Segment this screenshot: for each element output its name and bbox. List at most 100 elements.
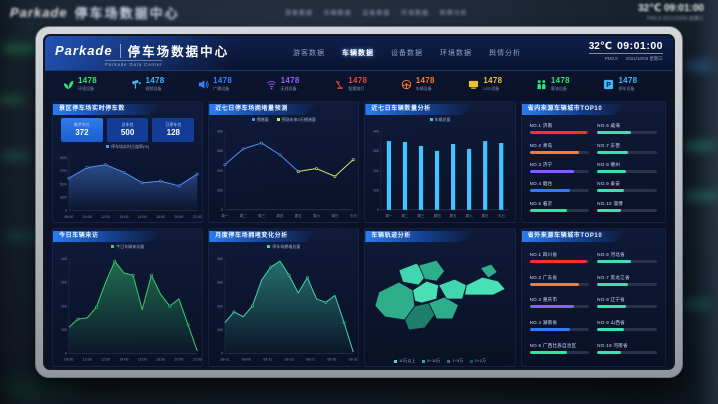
top10-label: NO.1 四川省	[529, 251, 558, 257]
svg-text:300: 300	[217, 281, 223, 285]
panel-today-visits: 今日车辆来访 今日车辆来访量 400 300 200 100 0 08:00 10:00 12…	[52, 228, 204, 367]
panel-vehicle-trajectory: 车辆轨迹分析	[364, 228, 516, 367]
stat-value: 1478	[415, 76, 435, 86]
svg-text:90%: 90%	[60, 156, 68, 160]
led-screen-icon	[469, 80, 479, 89]
panel-title: 车辆轨迹分析	[365, 231, 473, 242]
svg-text:18:00: 18:00	[156, 215, 165, 219]
svg-text:400: 400	[373, 130, 379, 134]
svg-text:100: 100	[217, 328, 223, 332]
svg-text:100: 100	[217, 188, 223, 192]
stat-label: 广播设备	[213, 85, 230, 91]
svg-text:周一: 周一	[386, 213, 394, 218]
top10-bar-track	[529, 351, 590, 355]
stat-value: 1478	[213, 76, 233, 86]
top10-label: NO.7 黑龙江省	[597, 274, 630, 280]
map-legend-item-0: 10万以上	[393, 358, 415, 364]
panel-realtime-parking: 景区停车场实时停车数 剩余车位 372 总车位 500 已停车位 128 停车场实时占道率…	[52, 101, 204, 223]
congestion-line-chart: 400 300 200 100 0周一 周二 周三 周四 周五 周六 周日 今日	[217, 130, 357, 219]
svg-text:周六: 周六	[466, 213, 474, 218]
legend-item: 预测未来3天拥堵量	[276, 117, 316, 123]
top10-bar-track	[597, 131, 657, 135]
top10-label: NO.10 河南省	[597, 343, 628, 349]
svg-text:08-06: 08-06	[242, 358, 251, 362]
device-stat-6: 1478 LED设备	[460, 77, 528, 91]
svg-text:周三: 周三	[258, 213, 266, 218]
legend-swatch	[111, 245, 115, 248]
top10-bar-fill	[529, 189, 571, 193]
top10-bar-fill	[597, 189, 624, 193]
top10-bar-fill	[597, 305, 626, 309]
nav-tab-3[interactable]: 环境数据	[440, 50, 472, 57]
top10-label: NO.7 东营	[597, 142, 621, 148]
nav-tab-0[interactable]: 游客数据	[293, 50, 325, 57]
stat-value: 1478	[145, 76, 165, 86]
top10-label: NO.2 青岛	[529, 142, 553, 148]
box-label: 剩余车位	[73, 122, 90, 128]
top10-bar-fill	[597, 131, 631, 135]
top-nav: 游客数据 车辆数据 设备数据 环境数据 舆情分析	[293, 48, 521, 58]
top10-item-0: NO.1 四川省	[529, 246, 590, 269]
top10-bar-track	[529, 328, 590, 332]
svg-text:300: 300	[217, 149, 223, 153]
top10-label: NO.5 广西壮族自治区	[529, 343, 577, 349]
nav-tab-4[interactable]: 舆情分析	[489, 50, 521, 57]
dashboard-header: Parkade 停车场数据中心 Parkade Data Center 游客数据…	[45, 36, 673, 71]
svg-text:50%: 50%	[60, 182, 68, 186]
top10-bar-fill	[597, 208, 622, 212]
svg-text:14:00: 14:00	[119, 358, 128, 362]
svg-text:10:00: 10:00	[83, 215, 92, 219]
top10-label: NO.9 泰安	[597, 181, 621, 187]
top10-item-9: NO.10 淄博	[597, 197, 657, 216]
svg-text:08:00: 08:00	[64, 358, 73, 362]
svg-text:08:00: 08:00	[64, 215, 73, 219]
top10-bar-fill	[529, 208, 567, 212]
map-legend-item-1: 5~10万	[422, 358, 440, 364]
backdrop-blob	[684, 142, 714, 150]
backdrop-nav: 游客数据 车辆数据 设备数据 环境数据 舆情分析	[285, 11, 468, 17]
steering-wheel-icon	[401, 79, 411, 89]
panel-top10-province: 省外来源车辆城市TOP10 NO.1 四川省 NO.2 广东省 NO.3 重庆市 NO…	[520, 228, 666, 367]
legend-item: 拥堵量	[251, 117, 269, 123]
backdrop-blob	[4, 44, 38, 53]
svg-text:今日: 今日	[350, 213, 357, 218]
top10-label: NO.10 淄博	[597, 200, 623, 206]
top10-item-7: NO.8 德州	[597, 158, 657, 177]
svg-text:周二: 周二	[240, 213, 248, 218]
page-subtitle: Parkade Data Center	[105, 60, 163, 67]
svg-text:14:00: 14:00	[119, 215, 128, 219]
box-value: 500	[120, 127, 135, 137]
box-label: 总车位	[121, 122, 134, 128]
nav-tab-2[interactable]: 设备数据	[391, 50, 423, 57]
legend-swatch	[105, 145, 109, 148]
top10-item-1: NO.2 广东省	[529, 269, 590, 292]
parkade-logo: Parkade	[55, 43, 113, 58]
svg-text:12:00: 12:00	[101, 215, 110, 219]
top10-bar-track	[529, 131, 590, 135]
panel-monthly-congestion: 月度停车场拥堵变化分析 停车场拥堵总量 400 300 200 100 0 08-01 08…	[208, 228, 360, 367]
backdrop-header-title: Parkade 停车场数据中心	[10, 3, 180, 22]
backdrop-blob	[684, 192, 718, 200]
top10-item-7: NO.8 辽宁省	[597, 292, 657, 315]
top10-bar-track	[529, 189, 590, 193]
svg-text:周四: 周四	[277, 213, 285, 218]
legend-swatch	[447, 359, 451, 363]
top10-bar-fill	[597, 328, 624, 332]
nav-tab-1[interactable]: 车辆数据	[342, 50, 374, 57]
svg-text:周日: 周日	[482, 213, 489, 218]
device-stat-1: 1478 视频设备	[123, 77, 191, 91]
parking-box-1: 总车位 500	[106, 118, 149, 142]
legend-item: 车辆总量	[429, 117, 451, 123]
svg-text:20:00: 20:00	[174, 215, 183, 219]
backdrop-blob	[6, 232, 42, 240]
svg-text:08-11: 08-11	[263, 358, 272, 362]
stat-value: 1478	[78, 76, 97, 86]
svg-text:周六: 周六	[313, 213, 321, 218]
svg-text:200: 200	[217, 169, 223, 173]
top10-bar-track	[529, 305, 590, 309]
top10-label: NO.4 湖南省	[529, 320, 558, 326]
map-legend-item-2: 1~5万	[447, 358, 463, 364]
top10-label: NO.8 辽宁省	[597, 297, 625, 303]
top10-item-2: NO.3 济宁	[529, 158, 590, 177]
